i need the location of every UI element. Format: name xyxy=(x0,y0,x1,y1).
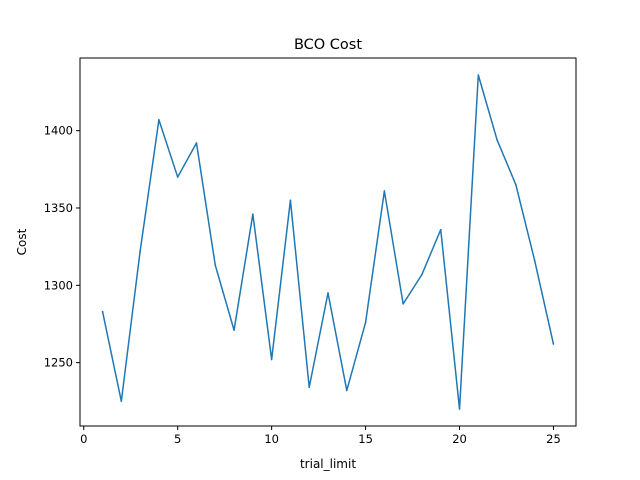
y-tick-label: 1300 xyxy=(44,278,73,292)
x-tick-label: 20 xyxy=(452,432,467,446)
data-point xyxy=(477,74,480,76)
x-tick-label: 15 xyxy=(358,432,373,446)
data-point xyxy=(515,183,517,186)
x-axis-label: trial_limit xyxy=(300,457,356,471)
x-tick-label: 25 xyxy=(546,432,561,446)
data-point xyxy=(289,199,292,202)
data-point xyxy=(383,190,386,192)
series-line-0 xyxy=(101,74,555,410)
data-point xyxy=(233,329,235,331)
data-point xyxy=(496,139,498,141)
data-point xyxy=(421,273,423,276)
data-point xyxy=(345,389,348,392)
data-point xyxy=(214,264,217,266)
data-point xyxy=(439,228,442,231)
data-point xyxy=(533,259,536,262)
data-point xyxy=(402,303,404,305)
data-point xyxy=(270,358,273,361)
data-point xyxy=(364,321,367,324)
data-point xyxy=(176,176,179,178)
x-tick-label: 10 xyxy=(264,432,279,446)
data-point xyxy=(252,213,254,215)
y-tick-label: 1350 xyxy=(44,201,73,215)
data-point xyxy=(552,343,555,345)
data-point xyxy=(458,408,461,410)
data-point xyxy=(158,119,160,121)
plot-frame xyxy=(79,57,577,427)
data-point xyxy=(327,292,329,294)
data-point xyxy=(120,400,123,403)
data-point xyxy=(139,250,141,253)
y-tick-label: 1400 xyxy=(44,124,73,138)
y-axis-label: Cost xyxy=(15,228,29,255)
data-point xyxy=(308,386,311,389)
y-tick-label: 1250 xyxy=(44,356,73,370)
x-tick-label: 5 xyxy=(174,432,181,446)
data-point xyxy=(195,142,198,144)
x-tick-label: 0 xyxy=(80,432,87,446)
chart-title: BCO Cost xyxy=(294,37,362,53)
data-point xyxy=(101,310,104,313)
